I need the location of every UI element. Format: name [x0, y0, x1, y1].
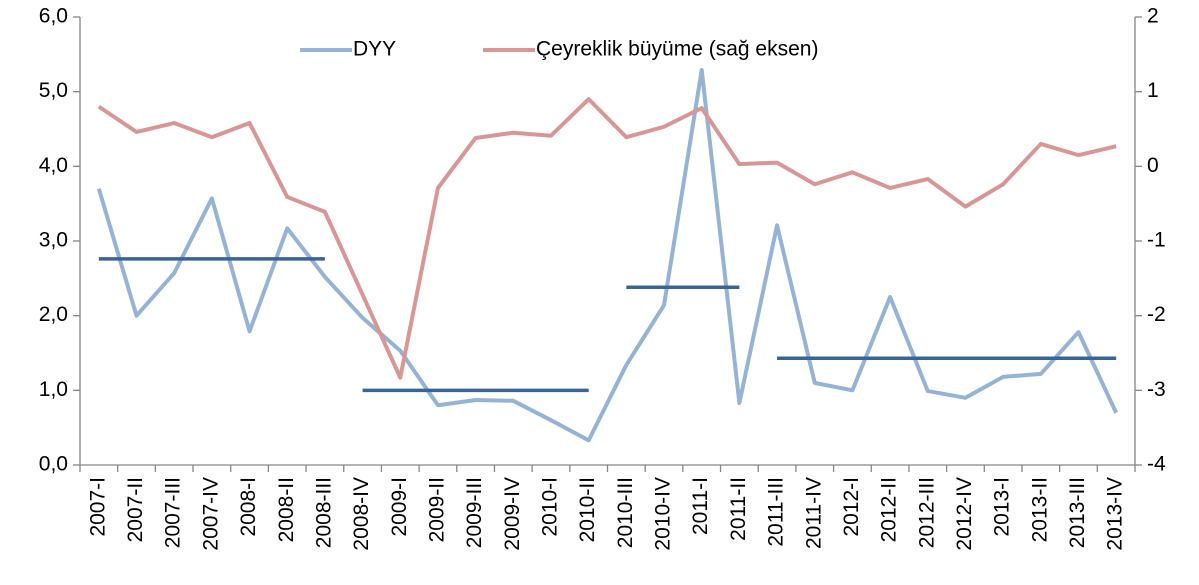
- y2-tick-label: -1: [1147, 229, 1166, 252]
- x-tick-label: 2010-IV: [652, 477, 675, 551]
- x-tick-label: 2009-III: [463, 477, 486, 548]
- x-tick-label: 2013-IV: [1104, 477, 1127, 551]
- x-tick-label: 2007-II: [124, 477, 147, 542]
- y-tick-label: 0,0: [39, 453, 68, 476]
- legend-label: Çeyreklik büyüme (sağ eksen): [536, 38, 818, 61]
- x-tick-label: 2009-IV: [501, 477, 524, 551]
- y2-tick-label: 1: [1147, 79, 1159, 102]
- y-tick-label: 1,0: [39, 378, 68, 401]
- x-tick-label: 2011-III: [765, 477, 788, 547]
- x-tick-label: 2013-II: [1028, 477, 1051, 542]
- x-tick-label: 2007-I: [86, 477, 109, 537]
- x-tick-label: 2011-II: [727, 477, 750, 541]
- x-tick-label: 2008-II: [275, 477, 298, 542]
- x-tick-label: 2008-IV: [350, 477, 373, 551]
- y-tick-label: 4,0: [39, 154, 68, 177]
- x-tick-label: 2012-I: [840, 477, 863, 537]
- series-line: [96, 68, 1118, 443]
- y2-tick-label: 2: [1147, 5, 1159, 28]
- series-line: [97, 97, 1117, 380]
- x-tick-label: 2008-I: [237, 477, 260, 537]
- y2-tick-label: -4: [1147, 453, 1166, 476]
- x-tick-label: 2013-III: [1066, 477, 1089, 548]
- y-tick-label: 2,0: [39, 303, 68, 326]
- legend-label: DYY: [353, 38, 396, 61]
- x-tick-label: 2009-I: [388, 477, 411, 537]
- y-tick-label: 6,0: [39, 5, 68, 28]
- x-tick-label: 2010-II: [576, 477, 599, 542]
- x-tick-label: 2012-II: [878, 477, 901, 542]
- x-tick-label: 2009-II: [425, 477, 448, 542]
- x-tick-label: 2007-III: [162, 477, 185, 548]
- x-tick-label: 2013-I: [991, 477, 1014, 537]
- y-tick-label: 5,0: [39, 79, 68, 102]
- x-tick-label: 2007-IV: [199, 477, 222, 551]
- x-tick-label: 2010-I: [539, 477, 562, 537]
- y-tick-label: 3,0: [39, 229, 68, 252]
- y2-tick-label: 0: [1147, 154, 1159, 177]
- x-tick-label: 2011-I: [689, 477, 712, 535]
- y2-tick-label: -3: [1147, 378, 1166, 401]
- x-tick-label: 2012-III: [915, 477, 938, 548]
- x-tick-label: 2012-IV: [953, 477, 976, 551]
- x-tick-label: 2011-IV: [802, 477, 825, 549]
- x-tick-label: 2008-III: [312, 477, 335, 548]
- y2-tick-label: -2: [1147, 303, 1166, 326]
- x-tick-label: 2010-III: [614, 477, 637, 548]
